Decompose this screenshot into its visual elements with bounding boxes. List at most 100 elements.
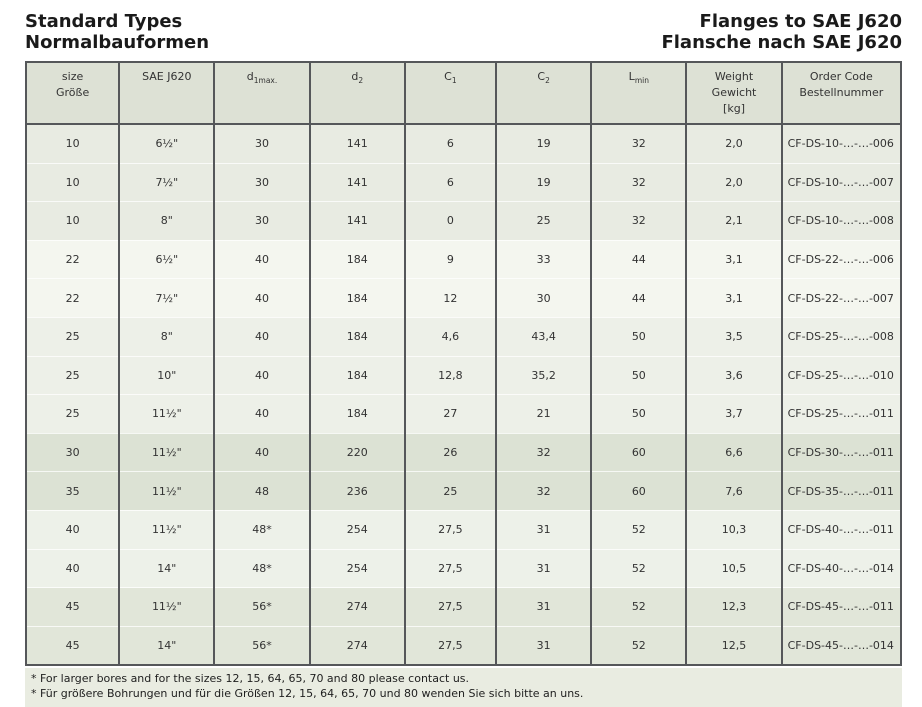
header-c1: C1 — [403, 62, 497, 125]
header-c1-sub: 1 — [451, 76, 457, 85]
cell-d1max: 40 — [213, 278, 310, 318]
header-order-de: Bestellnummer — [799, 86, 884, 99]
cell-d2: 274 — [308, 587, 405, 627]
table-row: 25 8" 40 184 4,6 43,4 50 3,5 CF-DS-25-…-… — [24, 316, 901, 357]
cell-lmin: 44 — [590, 239, 687, 279]
cell-lmin: 32 — [590, 162, 687, 202]
cell-c1: 27,5 — [403, 587, 497, 627]
flange-spec-table: size Größe SAE J620 d1max. d2 C1 C2 — [24, 61, 902, 667]
cell-c1: 9 — [403, 239, 497, 279]
cell-order-code: CF-DS-25-…-…-010 — [780, 355, 901, 395]
cell-sae-j620: 6½" — [118, 123, 215, 164]
cell-d1max: 56* — [213, 587, 310, 627]
cell-order-code: CF-DS-25-…-…-011 — [780, 394, 901, 434]
cell-c2: 35,2 — [495, 355, 592, 395]
header-size: size Größe — [24, 62, 120, 125]
cell-d2: 220 — [308, 432, 405, 472]
cell-size: 30 — [24, 432, 120, 472]
cell-lmin: 50 — [590, 394, 687, 434]
header-d2: d2 — [308, 62, 405, 125]
cell-order-code: CF-DS-35-…-…-011 — [780, 471, 901, 511]
cell-size: 10 — [24, 201, 120, 241]
cell-c2: 31 — [495, 625, 592, 666]
header-weight-de: Gewicht — [711, 86, 757, 99]
cell-weight: 2,0 — [685, 162, 782, 202]
cell-c2: 19 — [495, 162, 592, 202]
cell-size: 45 — [24, 587, 120, 627]
cell-sae-j620: 6½" — [118, 239, 215, 279]
cell-d1max: 40 — [213, 394, 310, 434]
table-row: 35 11½" 48 236 25 32 60 7,6 CF-DS-35-…-…… — [24, 471, 901, 511]
cell-sae-j620: 10" — [118, 355, 215, 395]
cell-d1max: 40 — [213, 239, 310, 279]
header-size-en: size — [61, 70, 84, 83]
cell-sae-j620: 11½" — [118, 471, 215, 511]
cell-d1max: 30 — [213, 201, 310, 241]
header-row: size Größe SAE J620 d1max. d2 C1 C2 — [24, 62, 901, 125]
table-row: 40 11½" 48* 254 27,5 31 52 10,3 CF-DS-40… — [24, 509, 901, 550]
cell-sae-j620: 14" — [118, 625, 215, 666]
cell-weight: 10,5 — [685, 548, 782, 588]
cell-c1: 27 — [403, 394, 497, 434]
cell-size: 35 — [24, 471, 120, 511]
cell-c1: 27,5 — [403, 548, 497, 588]
cell-sae-j620: 8" — [118, 201, 215, 241]
table-row: 40 14" 48* 254 27,5 31 52 10,5 CF-DS-40-… — [24, 548, 901, 588]
cell-size: 25 — [24, 394, 120, 434]
cell-weight: 2,0 — [685, 123, 782, 164]
header-lmin-base: L — [628, 70, 635, 83]
page-subtitle-german: Flansche nach SAE J620 — [661, 32, 902, 53]
table-row: 22 7½" 40 184 12 30 44 3,1 CF-DS-22-…-…-… — [24, 278, 901, 318]
header-weight-en: Weight — [714, 70, 754, 83]
cell-d2: 184 — [308, 394, 405, 434]
cell-d1max: 30 — [213, 162, 310, 202]
cell-c1: 6 — [403, 123, 497, 164]
cell-weight: 3,6 — [685, 355, 782, 395]
cell-size: 10 — [24, 123, 120, 164]
cell-weight: 3,1 — [685, 239, 782, 279]
cell-d2: 236 — [308, 471, 405, 511]
footnotes: * For larger bores and for the sizes 12,… — [25, 668, 902, 707]
cell-weight: 6,6 — [685, 432, 782, 472]
cell-c2: 31 — [495, 509, 592, 550]
cell-d1max: 56* — [213, 625, 310, 666]
cell-c2: 19 — [495, 123, 592, 164]
cell-c1: 12 — [403, 278, 497, 318]
header-d2-base: d — [351, 70, 359, 83]
cell-order-code: CF-DS-22-…-…-006 — [780, 239, 901, 279]
cell-sae-j620: 11½" — [118, 509, 215, 550]
header-c2-base: C — [537, 70, 546, 83]
cell-lmin: 52 — [590, 509, 687, 550]
cell-size: 40 — [24, 548, 120, 588]
cell-c1: 12,8 — [403, 355, 497, 395]
cell-order-code: CF-DS-25-…-…-008 — [780, 316, 901, 357]
cell-order-code: CF-DS-30-…-…-011 — [780, 432, 901, 472]
cell-d1max: 48 — [213, 471, 310, 511]
table-row: 10 8" 30 141 0 25 32 2,1 CF-DS-10-…-…-00… — [24, 201, 901, 241]
header-d1max: d1max. — [213, 62, 310, 125]
cell-c1: 6 — [403, 162, 497, 202]
table-row: 30 11½" 40 220 26 32 60 6,6 CF-DS-30-…-…… — [24, 432, 901, 472]
cell-lmin: 50 — [590, 316, 687, 357]
header-d1max-base: d — [246, 70, 254, 83]
cell-lmin: 60 — [590, 432, 687, 472]
cell-order-code: CF-DS-40-…-…-014 — [780, 548, 901, 588]
header-lmin-sub: min — [634, 76, 649, 85]
cell-weight: 10,3 — [685, 509, 782, 550]
table-row: 22 6½" 40 184 9 33 44 3,1 CF-DS-22-…-…-0… — [24, 239, 901, 279]
cell-d2: 274 — [308, 625, 405, 666]
cell-d1max: 40 — [213, 432, 310, 472]
page-subtitle-english: Flanges to SAE J620 — [699, 11, 902, 32]
cell-d2: 184 — [308, 239, 405, 279]
table-row: 10 6½" 30 141 6 19 32 2,0 CF-DS-10-…-…-0… — [24, 123, 901, 164]
cell-sae-j620: 11½" — [118, 394, 215, 434]
header-weight-unit: [kg] — [723, 102, 745, 115]
header-size-de: Größe — [55, 86, 90, 99]
cell-c2: 33 — [495, 239, 592, 279]
cell-d1max: 48* — [213, 548, 310, 588]
table-body: 10 6½" 30 141 6 19 32 2,0 CF-DS-10-…-…-0… — [24, 123, 901, 666]
cell-d2: 184 — [308, 316, 405, 357]
cell-c1: 0 — [403, 201, 497, 241]
cell-order-code: CF-DS-45-…-…-011 — [780, 587, 901, 627]
